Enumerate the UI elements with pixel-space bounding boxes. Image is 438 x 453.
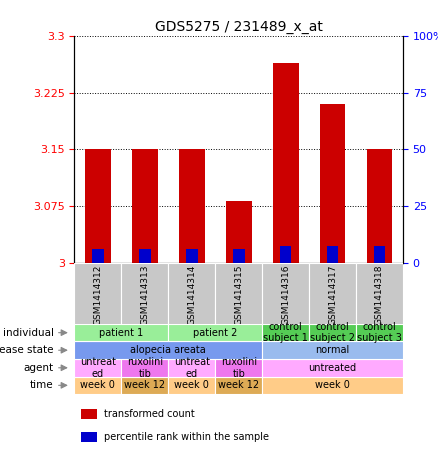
- Bar: [309, 263, 356, 326]
- Bar: [262, 324, 309, 342]
- Bar: [121, 359, 168, 376]
- Text: control
subject 2: control subject 2: [310, 322, 355, 343]
- Bar: [74, 263, 121, 326]
- Text: GSM1414317: GSM1414317: [328, 264, 337, 325]
- Bar: [356, 324, 403, 342]
- Text: ruxolini
tib: ruxolini tib: [127, 357, 163, 379]
- Bar: [226, 201, 251, 263]
- Bar: [320, 104, 346, 263]
- Bar: [139, 249, 151, 263]
- Bar: [132, 149, 158, 263]
- Bar: [85, 149, 111, 263]
- Bar: [215, 263, 262, 326]
- Bar: [309, 324, 356, 342]
- Text: GSM1414312: GSM1414312: [93, 264, 102, 325]
- Bar: [81, 409, 97, 419]
- Bar: [74, 342, 262, 359]
- Text: week 0: week 0: [315, 381, 350, 390]
- Text: week 0: week 0: [81, 381, 115, 390]
- Bar: [356, 263, 403, 326]
- Text: time: time: [30, 381, 53, 390]
- Bar: [179, 149, 205, 263]
- Bar: [215, 359, 262, 376]
- Text: GSM1414313: GSM1414313: [140, 264, 149, 325]
- Title: GDS5275 / 231489_x_at: GDS5275 / 231489_x_at: [155, 20, 323, 34]
- Bar: [81, 432, 97, 442]
- Bar: [168, 263, 215, 326]
- Bar: [121, 263, 168, 326]
- Bar: [186, 249, 198, 263]
- Text: normal: normal: [315, 345, 350, 355]
- Text: control
subject 1: control subject 1: [263, 322, 308, 343]
- Text: GSM1414315: GSM1414315: [234, 264, 243, 325]
- Bar: [327, 246, 339, 263]
- Bar: [168, 324, 262, 342]
- Text: alopecia areata: alopecia areata: [131, 345, 206, 355]
- Text: untreat
ed: untreat ed: [174, 357, 210, 379]
- Text: GSM1414318: GSM1414318: [375, 264, 384, 325]
- Text: disease state: disease state: [0, 345, 53, 355]
- Text: week 0: week 0: [174, 381, 209, 390]
- Bar: [262, 263, 309, 326]
- Bar: [121, 376, 168, 394]
- Text: untreated: untreated: [308, 363, 357, 373]
- Text: patient 2: patient 2: [193, 328, 237, 337]
- Text: agent: agent: [24, 363, 53, 373]
- Bar: [233, 249, 244, 263]
- Bar: [215, 376, 262, 394]
- Bar: [262, 359, 403, 376]
- Bar: [367, 149, 392, 263]
- Text: week 12: week 12: [218, 381, 259, 390]
- Text: transformed count: transformed count: [104, 409, 195, 419]
- Bar: [74, 324, 168, 342]
- Bar: [262, 376, 403, 394]
- Bar: [262, 342, 403, 359]
- Text: untreat
ed: untreat ed: [80, 357, 116, 379]
- Text: patient 1: patient 1: [99, 328, 144, 337]
- Bar: [280, 246, 291, 263]
- Bar: [74, 359, 121, 376]
- Text: GSM1414314: GSM1414314: [187, 264, 196, 325]
- Text: GSM1414316: GSM1414316: [281, 264, 290, 325]
- Text: control
subject 3: control subject 3: [357, 322, 402, 343]
- Text: individual: individual: [3, 328, 53, 337]
- Bar: [74, 376, 121, 394]
- Bar: [168, 376, 215, 394]
- Bar: [168, 359, 215, 376]
- Text: percentile rank within the sample: percentile rank within the sample: [104, 432, 269, 442]
- Bar: [273, 63, 299, 263]
- Bar: [374, 246, 385, 263]
- Text: week 12: week 12: [124, 381, 166, 390]
- Text: ruxolini
tib: ruxolini tib: [221, 357, 257, 379]
- Bar: [92, 249, 104, 263]
